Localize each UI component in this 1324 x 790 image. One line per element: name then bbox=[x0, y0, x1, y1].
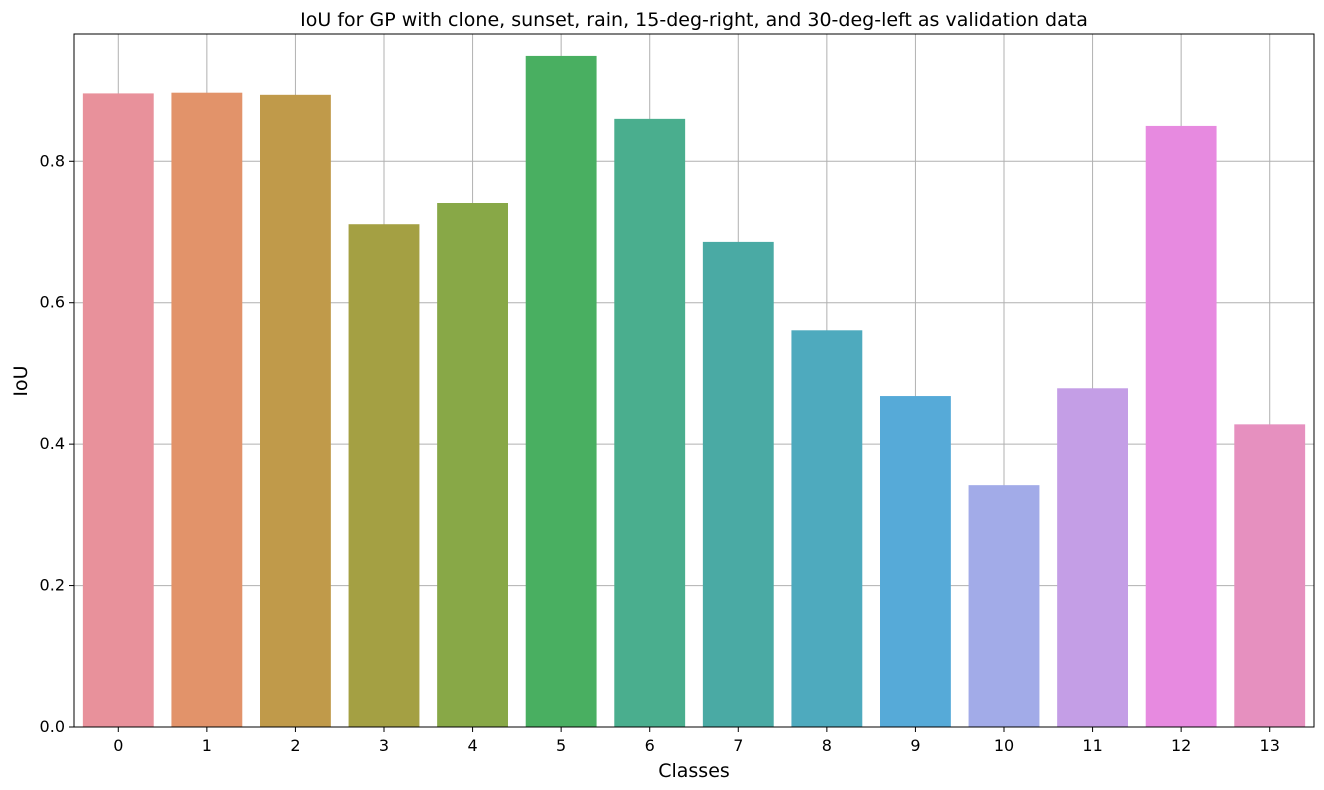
bar-class-1 bbox=[171, 92, 243, 727]
x-tick-label: 13 bbox=[1260, 736, 1280, 755]
x-tick-label: 3 bbox=[379, 736, 389, 755]
plot-frame bbox=[73, 33, 1315, 728]
bar-class-4 bbox=[437, 203, 508, 727]
x-tick-label: 1 bbox=[202, 736, 212, 755]
y-tick-label: 0.4 bbox=[40, 434, 65, 453]
x-tick-label: 11 bbox=[1082, 736, 1102, 755]
x-axis-label: Classes bbox=[658, 760, 730, 782]
bar-class-13 bbox=[1234, 424, 1306, 727]
x-tick-label: 12 bbox=[1171, 736, 1191, 755]
bar-class-0 bbox=[82, 93, 154, 727]
x-tick-label: 2 bbox=[290, 736, 300, 755]
chart-title: IoU for GP with clone, sunset, rain, 15-… bbox=[300, 9, 1088, 31]
bar-class-10 bbox=[968, 485, 1040, 727]
bar-class-9 bbox=[880, 396, 951, 727]
bar-class-6 bbox=[614, 118, 686, 728]
bar-class-3 bbox=[348, 224, 420, 727]
bar-class-12 bbox=[1145, 125, 1217, 727]
x-tick-label: 10 bbox=[994, 736, 1014, 755]
bar-class-8 bbox=[791, 330, 863, 727]
y-tick-label: 0.0 bbox=[40, 717, 65, 736]
y-tick-label: 0.8 bbox=[40, 151, 65, 170]
bar-class-11 bbox=[1057, 388, 1128, 727]
y-tick-label: 0.6 bbox=[40, 293, 65, 312]
x-tick-label: 8 bbox=[822, 736, 832, 755]
y-axis-ticks: 0.0 0.2 0.4 0.6 0.8 bbox=[40, 151, 74, 736]
bar-class-7 bbox=[702, 241, 774, 727]
bar-class-5 bbox=[525, 55, 597, 727]
bars bbox=[82, 55, 1306, 728]
x-tick-label: 6 bbox=[645, 736, 655, 755]
y-axis-label: IoU bbox=[10, 365, 32, 396]
y-tick-label: 0.2 bbox=[40, 576, 65, 595]
x-tick-label: 9 bbox=[910, 736, 920, 755]
x-tick-label: 0 bbox=[113, 736, 123, 755]
x-tick-label: 5 bbox=[556, 736, 566, 755]
bar-class-2 bbox=[260, 94, 331, 728]
x-tick-label: 4 bbox=[467, 736, 477, 755]
x-tick-label: 7 bbox=[733, 736, 743, 755]
x-axis-ticks: 0 1 2 3 4 5 6 7 8 9 10 11 12 13 bbox=[113, 727, 1280, 755]
